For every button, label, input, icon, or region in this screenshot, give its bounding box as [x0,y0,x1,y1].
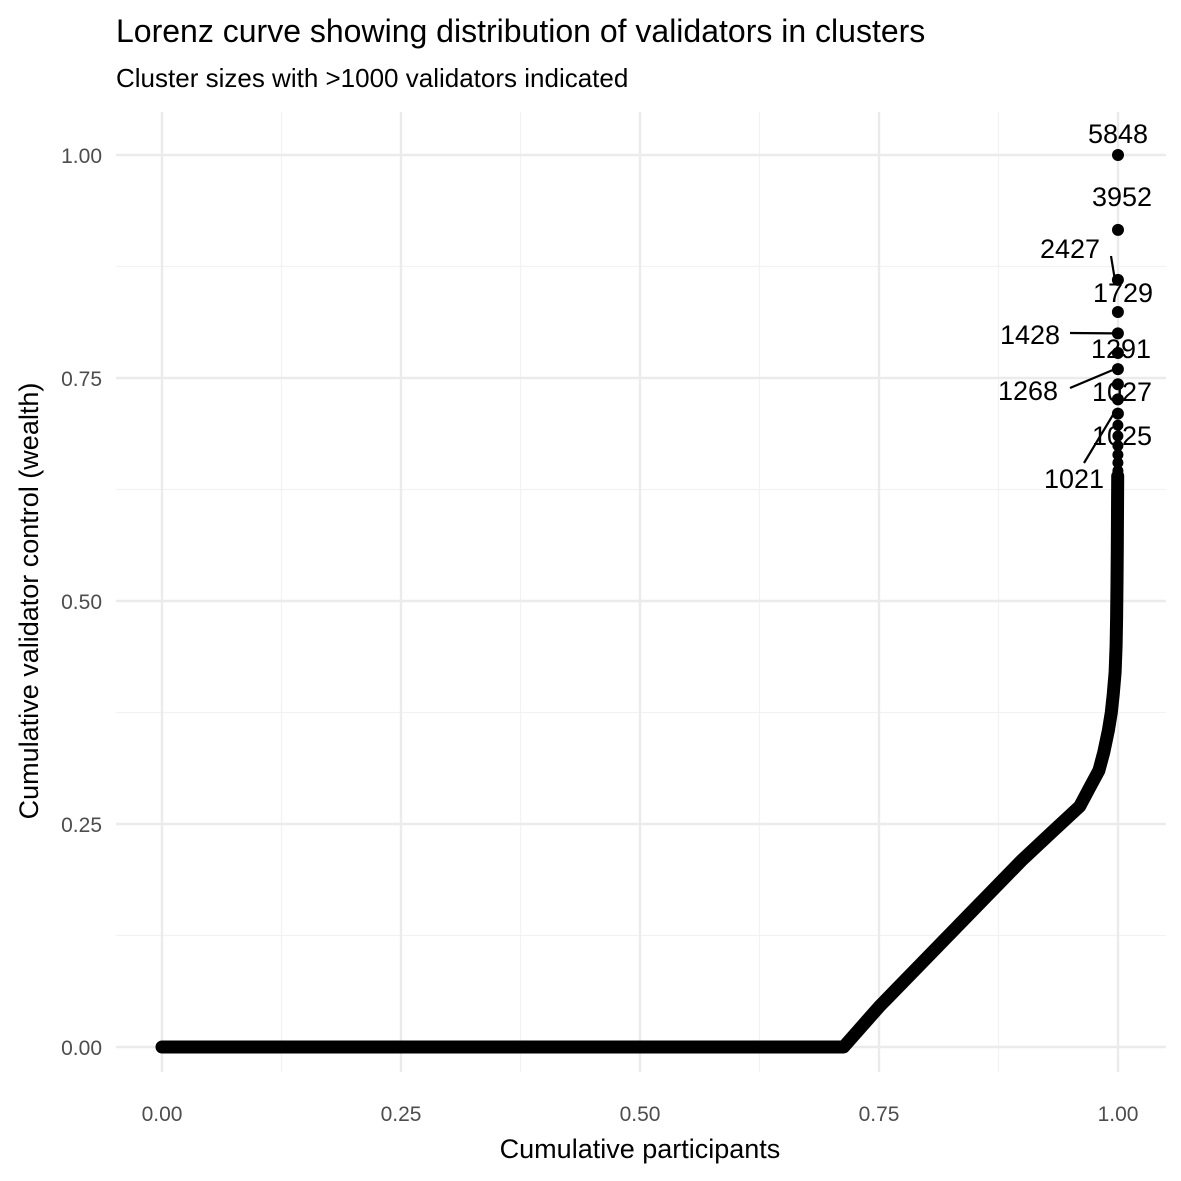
cluster-annotations: 5848 3952 2427 1729 1428 1291 1268 1027 1025 1021 [998,119,1153,494]
labeled-cluster-point [1111,378,1124,391]
cluster-size-label: 1027 [1092,377,1152,407]
y-axis-title: Cumulative validator control (wealth) [14,383,44,820]
cluster-size-label: 1729 [1093,278,1153,308]
tick-labels: 0.00 0.25 0.50 0.75 1.00 0.00 0.25 0.50 0.75 1.00 [61,145,1138,1126]
lorenz-curve [155,469,1125,1054]
x-tick-label: 0.00 [142,1103,183,1126]
labeled-cluster-point [1111,363,1124,376]
labeled-cluster-point [1111,347,1124,360]
labeled-cluster-point [1111,305,1124,318]
y-tick-label: 1.00 [61,145,102,168]
cluster-size-label: 1021 [1044,464,1104,494]
cluster-point [1112,419,1124,431]
cluster-point [1112,430,1124,442]
labeled-cluster-point [1111,327,1124,340]
x-tick-label: 0.50 [620,1103,661,1126]
y-tick-label: 0.75 [61,368,102,391]
cluster-size-label: 1291 [1091,334,1151,364]
cluster-size-label: 1428 [1000,320,1060,350]
x-tick-label: 0.75 [859,1103,900,1126]
cluster-size-label: 1268 [998,376,1058,406]
labeled-cluster-point [1111,407,1124,420]
x-tick-label: 0.25 [381,1103,422,1126]
lorenz-curve-line [155,469,1125,1054]
x-tick-label: 1.00 [1098,1103,1139,1126]
cluster-point [1112,440,1124,452]
annotation-leader-line [1069,368,1116,390]
x-axis-title: Cumulative participants [500,1134,781,1164]
y-tick-label: 0.00 [61,1037,102,1060]
annotation-leader-line [1109,255,1116,281]
cluster-size-label: 2427 [1040,234,1100,264]
cluster-points [1111,149,1124,477]
labeled-cluster-point [1111,393,1124,406]
chart-title: Lorenz curve showing distribution of val… [116,13,925,49]
cluster-size-label: 1025 [1092,421,1152,451]
y-tick-label: 0.25 [61,814,102,837]
y-tick-label: 0.50 [61,591,102,614]
labeled-cluster-point [1112,149,1124,161]
annotation-leader-line [1083,411,1116,464]
cluster-size-label: 3952 [1092,182,1152,212]
cluster-point [1112,449,1124,461]
cluster-point [1112,465,1124,477]
cluster-point [1112,457,1124,469]
chart-subtitle: Cluster sizes with >1000 validators indi… [116,63,628,93]
labeled-cluster-point [1112,223,1124,236]
cluster-size-label: 5848 [1088,119,1148,149]
